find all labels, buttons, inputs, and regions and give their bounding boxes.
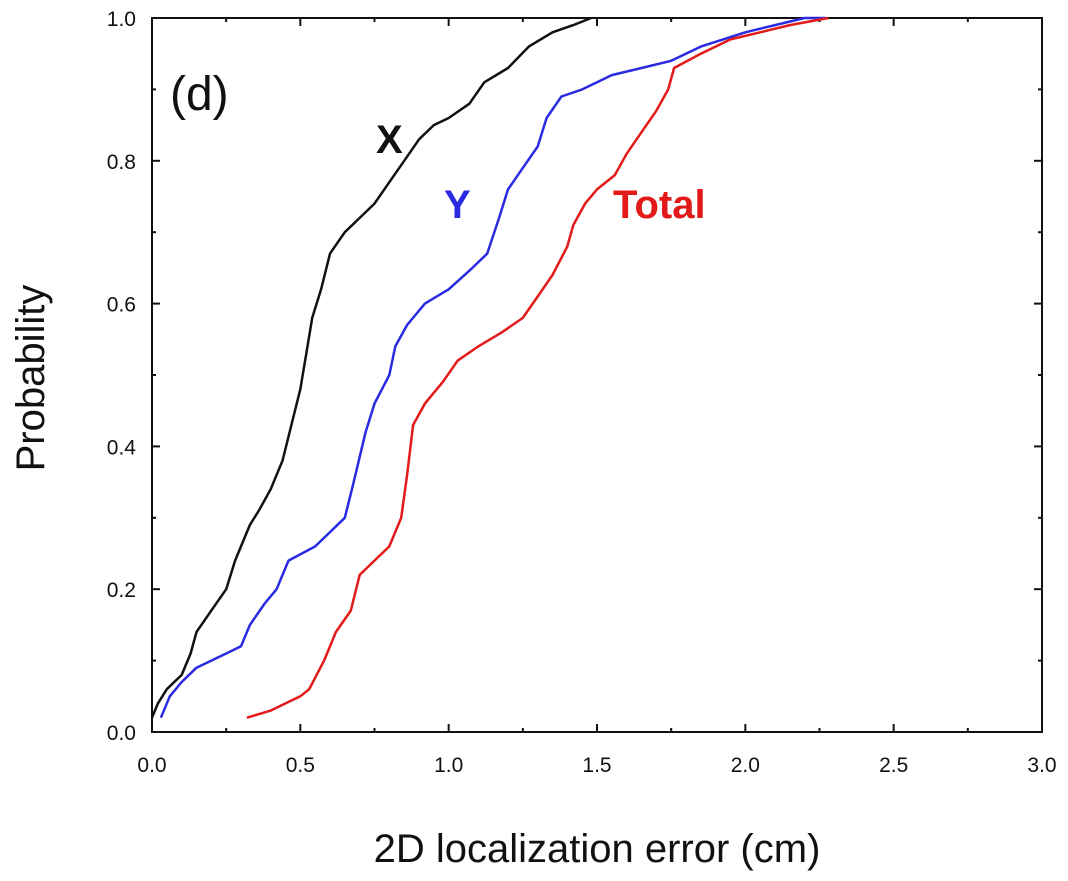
series-line-x <box>150 16 592 719</box>
x-tick-label: 3.0 <box>1027 754 1056 777</box>
y-tick-label: 0.2 <box>107 579 136 602</box>
series-label-y: Y <box>444 183 471 227</box>
x-tick-label: 1.0 <box>434 754 463 777</box>
y-axis-ticks: 0.0 0.2 0.4 0.6 0.8 1.0 <box>107 8 1042 745</box>
x-tick-label: 1.5 <box>582 754 611 777</box>
x-axis-ticks: 0.0 0.5 1.0 1.5 2.0 2.5 3.0 <box>137 18 1057 777</box>
panel-label: (d) <box>170 68 229 121</box>
series-lines <box>150 16 829 719</box>
series-label-total: Total <box>613 183 706 227</box>
y-tick-label: 1.0 <box>107 8 136 31</box>
series-line-y <box>159 16 826 719</box>
series-line-total <box>246 16 829 719</box>
y-tick-label: 0.8 <box>107 151 136 174</box>
x-tick-label: 0.5 <box>286 754 315 777</box>
y-axis-title: Probability <box>9 285 53 472</box>
y-tick-label: 0.0 <box>107 722 136 745</box>
y-tick-label: 0.6 <box>107 294 136 317</box>
x-tick-label: 2.5 <box>879 754 908 777</box>
x-tick-label: 2.0 <box>731 754 760 777</box>
series-label-x: X <box>376 118 403 162</box>
plot-frame <box>151 17 1043 733</box>
x-axis-title: 2D localization error (cm) <box>374 827 821 871</box>
y-tick-label: 0.4 <box>107 436 137 459</box>
x-tick-label: 0.0 <box>137 754 166 777</box>
